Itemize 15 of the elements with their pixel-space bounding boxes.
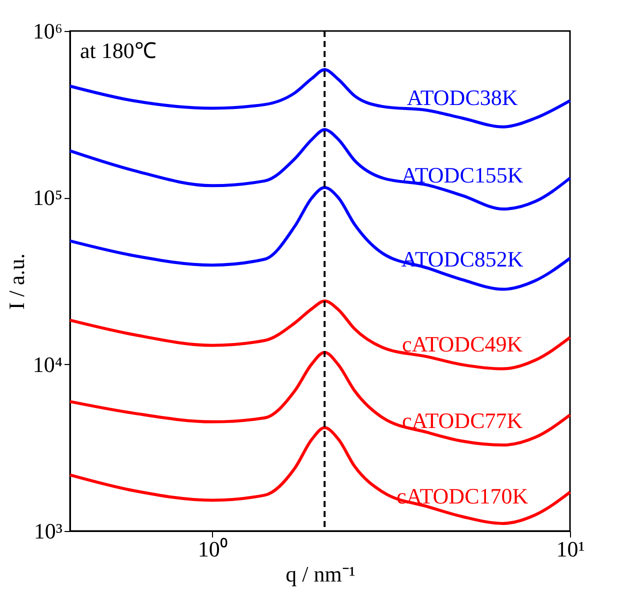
annotation: at 180℃ (80, 38, 156, 63)
y-tick-label: 10⁵ (32, 185, 62, 210)
series-label: ATODC155K (401, 162, 524, 188)
x-axis-title: q / nm⁻¹ (286, 562, 356, 586)
x-tick-label: 10¹ (556, 536, 585, 562)
x-tick-label: 10⁰ (198, 536, 228, 562)
series-label: cATODC77K (402, 408, 523, 434)
y-tick-label: 10⁶ (32, 18, 62, 44)
series-label: ATODC38K (406, 85, 518, 110)
series-label: cATODC170K (396, 484, 528, 509)
y-tick-label: 10⁴ (32, 352, 63, 377)
series-label: ATODC852K (401, 246, 524, 272)
series-label: cATODC49K (402, 332, 523, 357)
y-tick-label: 10³ (34, 518, 63, 544)
y-axis-title: I / a.u. (4, 253, 29, 310)
